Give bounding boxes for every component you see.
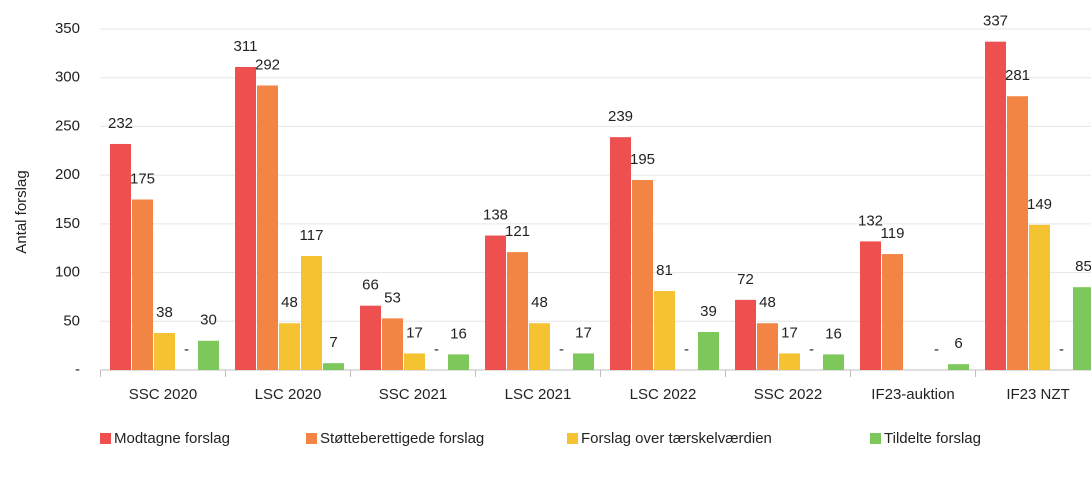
data-label: 138 [483, 207, 508, 224]
data-label: 239 [608, 108, 633, 125]
data-label: 66 [362, 277, 379, 294]
data-label: 48 [759, 294, 776, 311]
bar [779, 353, 800, 370]
bar [257, 85, 278, 370]
data-label: 48 [281, 294, 298, 311]
y-tick-label: 300 [55, 69, 80, 86]
data-label: 17 [575, 324, 592, 341]
bar [948, 364, 969, 370]
x-tick-label: IF23 NZT [1006, 386, 1069, 403]
bar [235, 66, 256, 371]
bar [698, 332, 719, 370]
data-label: 38 [156, 304, 173, 321]
bar [507, 252, 528, 370]
legend-swatch [306, 433, 317, 444]
data-label: - [434, 341, 439, 358]
data-label: 292 [255, 56, 280, 73]
legend-swatch [100, 433, 111, 444]
y-axis-title: Antal forslag [13, 170, 30, 253]
x-tick-label: LSC 2020 [255, 386, 322, 403]
y-tick-label: 100 [55, 264, 80, 281]
x-tick-label: IF23-auktion [871, 386, 954, 403]
x-tick-label: SSC 2021 [379, 386, 447, 403]
y-tick-label: 350 [55, 20, 80, 37]
data-label: 48 [531, 294, 548, 311]
data-label: - [809, 341, 814, 358]
bar [485, 235, 506, 370]
x-tick-label: SSC 2020 [129, 386, 197, 403]
bar [985, 41, 1006, 371]
bar [301, 256, 322, 370]
bar [382, 318, 403, 370]
data-label: 6 [954, 335, 962, 352]
data-label: 39 [700, 303, 717, 320]
y-tick-label: 250 [55, 117, 80, 134]
y-tick-label: - [75, 361, 80, 378]
data-label: 149 [1027, 196, 1052, 213]
legend-swatch [567, 433, 578, 444]
data-label: - [934, 341, 939, 358]
bar [654, 291, 675, 370]
legend-label: Modtagne forslag [114, 430, 230, 447]
data-label: 30 [200, 312, 217, 329]
legend-label: Forslag over tærskelværdien [581, 430, 772, 447]
data-label: 85 [1075, 258, 1091, 275]
x-tick-label: LSC 2021 [505, 386, 572, 403]
data-label: 281 [1005, 67, 1030, 84]
bar [198, 340, 219, 370]
y-tick-label: 200 [55, 166, 80, 183]
data-label: 311 [234, 38, 258, 55]
data-label: 16 [825, 325, 842, 342]
x-tick-label: SSC 2022 [754, 386, 822, 403]
data-label: 232 [108, 115, 133, 132]
data-label: - [559, 341, 564, 358]
data-label: 119 [881, 225, 905, 242]
data-label: 17 [406, 324, 423, 341]
bar [529, 323, 550, 370]
data-label: 117 [300, 227, 324, 244]
y-tick-label: 150 [55, 215, 80, 232]
bar [279, 323, 300, 370]
data-label: 175 [130, 170, 155, 187]
bar [610, 137, 631, 370]
bar [860, 241, 881, 370]
x-tick-label: LSC 2022 [630, 386, 697, 403]
bar [323, 363, 344, 370]
data-label: 7 [329, 334, 337, 351]
data-label: 72 [737, 271, 754, 288]
data-label: 195 [630, 151, 655, 168]
bar [448, 354, 469, 370]
data-label: 53 [384, 289, 401, 306]
bar [1029, 224, 1050, 370]
bar [632, 180, 653, 370]
bar [110, 143, 131, 370]
bar [735, 299, 756, 370]
bar [573, 353, 594, 370]
bar [360, 305, 381, 370]
data-label: 121 [505, 223, 530, 240]
y-tick-label: 50 [63, 312, 80, 329]
bar [823, 354, 844, 370]
bar [1073, 287, 1091, 370]
data-label: 16 [450, 325, 467, 342]
data-label: - [684, 341, 689, 358]
bar [404, 353, 425, 370]
data-label: 132 [858, 212, 883, 229]
bar [882, 254, 903, 370]
bar [1007, 96, 1028, 371]
data-label: - [184, 341, 189, 358]
legend-swatch [870, 433, 881, 444]
data-label: 337 [983, 13, 1008, 30]
legend-label: Tildelte forslag [884, 430, 981, 447]
data-label: - [1059, 341, 1064, 358]
bar [132, 199, 153, 370]
bar [757, 323, 778, 370]
bar [154, 332, 175, 370]
legend-label: Støtteberettigede forslag [320, 430, 484, 447]
data-label: 81 [656, 262, 673, 279]
data-label: 17 [781, 324, 798, 341]
